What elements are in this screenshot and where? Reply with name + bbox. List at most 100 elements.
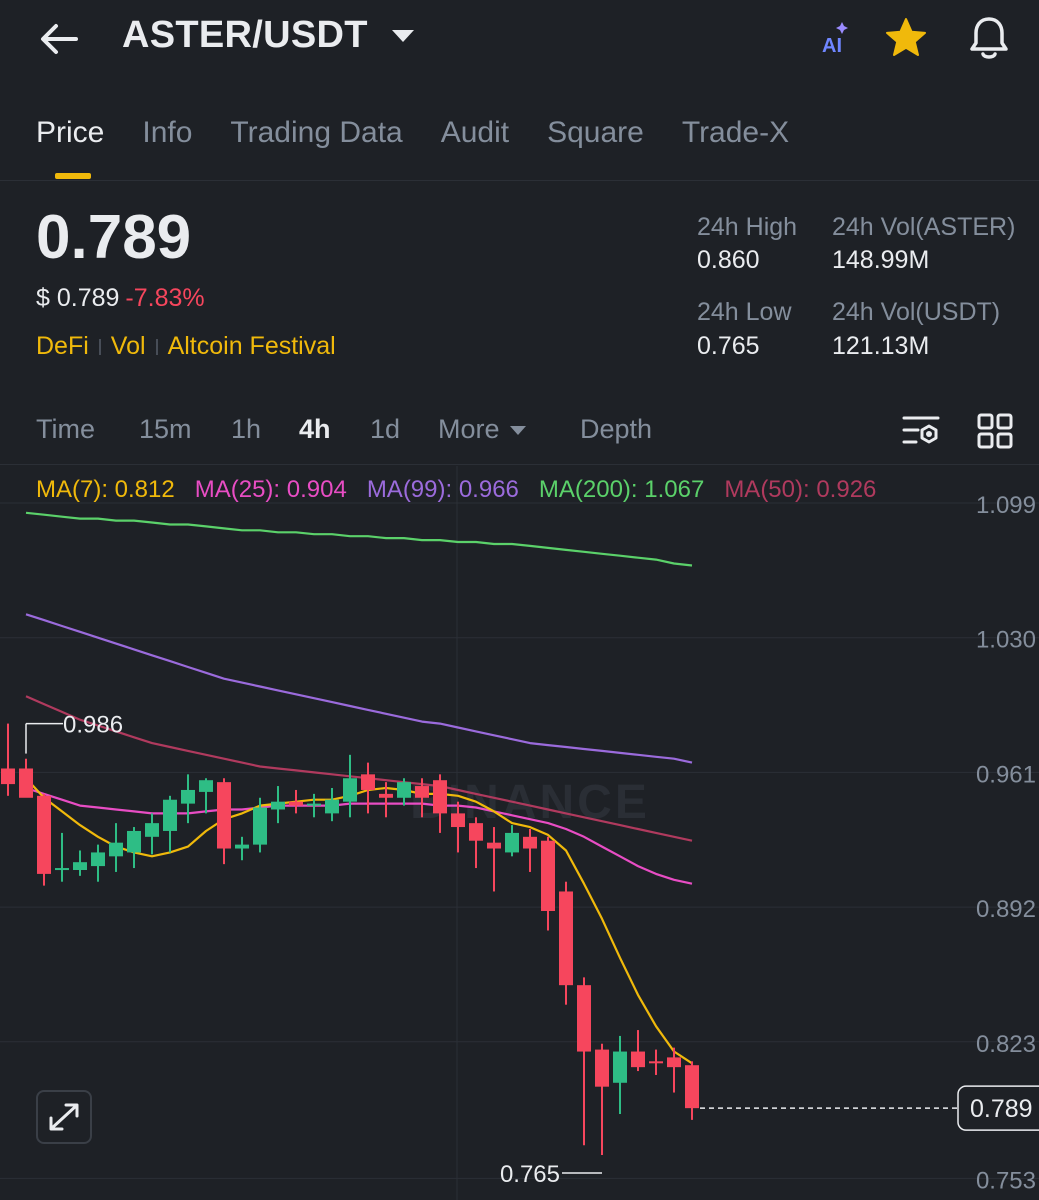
candlestick-chart[interactable]: 1.099 1.030 0.961 0.892 0.823 0.753 BINANCE 0… [0, 466, 1039, 1200]
tab-divider [0, 180, 1039, 181]
ma99-line [25, 613, 693, 764]
candle-body [253, 807, 267, 845]
candle-body [307, 803, 321, 806]
candle-body [91, 852, 105, 867]
tab-trade-x[interactable]: Trade-X [681, 116, 790, 149]
candle-body [127, 830, 141, 853]
vol-quote-value: 121.13M [832, 332, 930, 360]
candle-body [577, 985, 591, 1052]
ma-legend-item: MA(99): 0.966 [366, 476, 519, 503]
candle-body [19, 768, 33, 798]
current-price-label: 0.789 [970, 1095, 1033, 1123]
candle-body [37, 795, 51, 874]
candle-body [451, 813, 465, 828]
candle-body [379, 793, 393, 798]
pair-dropdown-caret-icon[interactable] [392, 30, 414, 42]
watermark-text: BINANCE [410, 776, 650, 829]
y-tick-label: 0.961 [976, 761, 1036, 788]
tag-list: DeFi Vol Altcoin Festival [36, 332, 336, 361]
tab-info[interactable]: Info [142, 116, 193, 149]
low-label: 24h Low [697, 298, 792, 326]
low-marker-label: 0.765 [500, 1161, 560, 1188]
tab-price[interactable]: Price [36, 116, 105, 149]
ma-legend-item: MA(200): 1.067 [538, 476, 705, 503]
favorite-star-icon[interactable] [884, 16, 928, 60]
tab-square[interactable]: Square [547, 116, 644, 149]
fullscreen-button[interactable] [36, 1090, 92, 1144]
candle-body [181, 789, 195, 804]
interval-depth[interactable]: Depth [580, 414, 653, 444]
ma25-line [25, 786, 693, 885]
candle-body [667, 1057, 681, 1068]
candle-body [325, 799, 339, 814]
candle-body [415, 786, 429, 798]
low-value: 0.765 [697, 332, 760, 360]
tag-separator [155, 338, 158, 355]
candle-body [523, 836, 537, 849]
interval-divider [0, 464, 1039, 465]
candle-body [73, 862, 87, 870]
candle-body [289, 801, 303, 806]
candle-body [559, 891, 573, 986]
candle-body [1, 768, 15, 785]
tag-separator [98, 338, 101, 355]
ma-legend-item: MA(7): 0.812 [36, 476, 175, 503]
more-caret-icon [509, 426, 526, 436]
layout-grid-icon[interactable] [976, 412, 1014, 450]
candle-body [649, 1061, 663, 1064]
candle-body [361, 774, 375, 790]
back-arrow-icon[interactable] [36, 18, 84, 60]
interval-more[interactable]: More [438, 414, 526, 445]
candle-body [217, 782, 231, 849]
candle-body [487, 842, 501, 849]
ma-legend-item: MA(50): 0.926 [724, 476, 877, 503]
tab-trading-data[interactable]: Trading Data [230, 116, 403, 149]
ma200-line [25, 511, 693, 567]
vol-quote-label: 24h Vol(USDT) [832, 298, 1001, 326]
high-value: 0.860 [697, 246, 760, 274]
interval-4h[interactable]: 4h [299, 414, 331, 444]
candle-body [433, 780, 447, 814]
candle-body [343, 778, 357, 802]
ma-legend: MA(7): 0.812 MA(25): 0.904 MA(99): 0.966 MA… [36, 476, 876, 504]
candle-body [109, 842, 123, 857]
candle-body [271, 801, 285, 810]
tab-audit[interactable]: Audit [440, 116, 510, 149]
ai-icon[interactable]: AI [814, 18, 854, 58]
high-marker-label: 0.986 [63, 712, 123, 739]
candle-body [595, 1049, 609, 1087]
pair-title[interactable]: ASTER/USDT [122, 14, 368, 56]
tab-bar: Price Info Trading Data Audit Square Tra… [36, 116, 827, 150]
candle-body [163, 799, 177, 831]
candle-body [469, 823, 483, 841]
vol-base-label: 24h Vol(ASTER) [832, 213, 1016, 241]
notification-bell-icon[interactable] [966, 14, 1012, 62]
usd-price: $ 0.789 [36, 284, 120, 312]
ma50-line [25, 695, 693, 842]
interval-1h[interactable]: 1h [231, 414, 262, 444]
tag-vol[interactable]: Vol [110, 332, 146, 360]
interval-1d[interactable]: 1d [370, 414, 401, 444]
candle-body [55, 868, 69, 871]
last-price: 0.789 [36, 203, 192, 272]
candle-body [505, 832, 519, 853]
tag-altcoin-festival[interactable]: Altcoin Festival [167, 332, 336, 360]
interval-15m[interactable]: 15m [139, 414, 192, 444]
ai-text: AI [822, 35, 842, 57]
candle-body [145, 823, 159, 837]
active-tab-indicator [55, 173, 91, 179]
tag-defi[interactable]: DeFi [36, 332, 89, 360]
candle-body [199, 780, 213, 792]
candle-body [631, 1051, 645, 1068]
y-tick-label: 0.892 [976, 896, 1036, 923]
y-tick-label: 0.753 [976, 1167, 1036, 1194]
ma7-line [25, 777, 693, 1065]
expand-icon [49, 1103, 79, 1131]
chart-settings-icon[interactable] [900, 410, 942, 452]
high-label: 24h High [697, 213, 798, 241]
y-tick-label: 0.823 [976, 1031, 1036, 1058]
vol-base-value: 148.99M [832, 246, 930, 274]
interval-time[interactable]: Time [36, 414, 95, 444]
interval-more-label: More [438, 414, 500, 444]
candle-body [397, 782, 411, 798]
